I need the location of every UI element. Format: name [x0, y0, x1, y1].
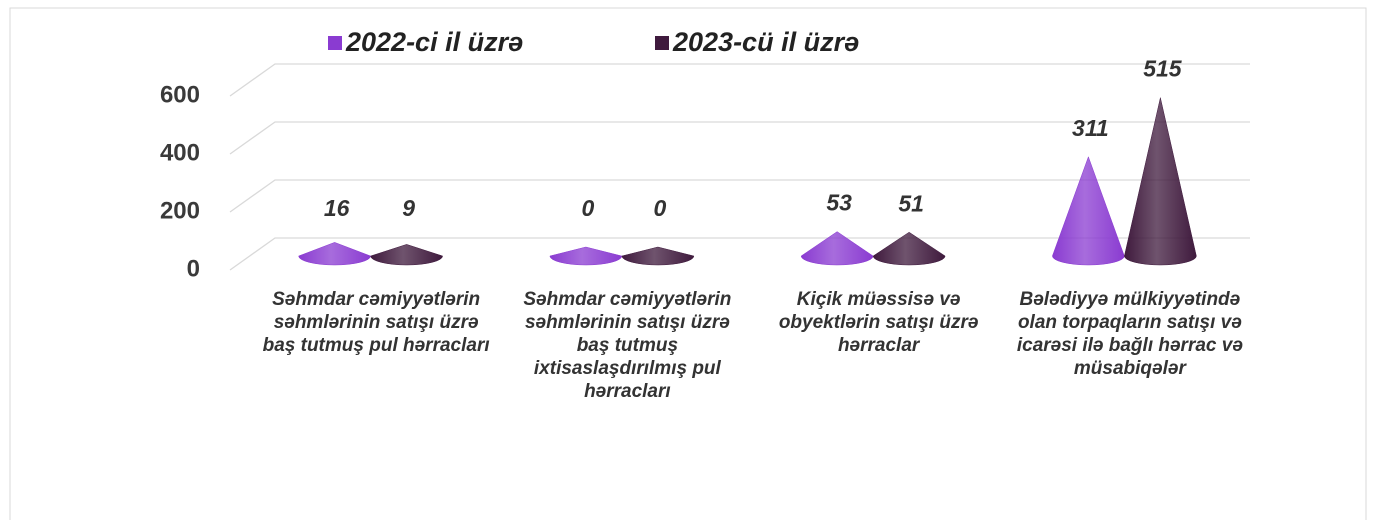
y-tick-label: 600	[160, 81, 200, 108]
value-label: 51	[898, 190, 924, 216]
value-label: 0	[653, 195, 666, 221]
legend-swatch	[328, 36, 342, 50]
legend-label: 2023-cü il üzrə	[672, 27, 859, 57]
value-label: 53	[826, 190, 852, 216]
cone	[1124, 97, 1197, 266]
cone	[872, 231, 946, 266]
value-label: 9	[402, 195, 415, 221]
frame	[9, 7, 1367, 520]
legend-swatch	[655, 36, 669, 50]
grid-line	[229, 63, 1250, 97]
y-tick-label: 0	[187, 255, 200, 282]
y-tick-label: 200	[160, 197, 200, 224]
value-label: 16	[324, 195, 350, 221]
y-tick-label: 400	[160, 139, 200, 166]
grid-line	[229, 237, 1250, 271]
x-tick-label: Səhmdar cəmiyyətlərin səhmlərinin satışı…	[262, 289, 490, 356]
cone	[1052, 156, 1125, 266]
x-tick-label: Səhmdar cəmiyyətlərin səhmlərinin satışı…	[523, 289, 732, 402]
x-tick-label: Kiçik müəssisə və obyektlərin satışı üzr…	[778, 289, 979, 356]
cone	[549, 246, 623, 266]
value-label: 0	[581, 195, 594, 221]
cone	[298, 242, 371, 266]
grid-line	[229, 179, 1250, 213]
value-label: 311	[1072, 115, 1109, 141]
cone	[800, 231, 874, 266]
x-tick-label: Bələdiyyə mülkiyyətində olan torpaqların…	[1016, 289, 1243, 379]
cone	[621, 246, 695, 266]
grid-line	[229, 121, 1250, 155]
cone	[370, 244, 443, 266]
legend-label: 2022-ci il üzrə	[345, 27, 523, 57]
value-label: 515	[1143, 56, 1183, 82]
